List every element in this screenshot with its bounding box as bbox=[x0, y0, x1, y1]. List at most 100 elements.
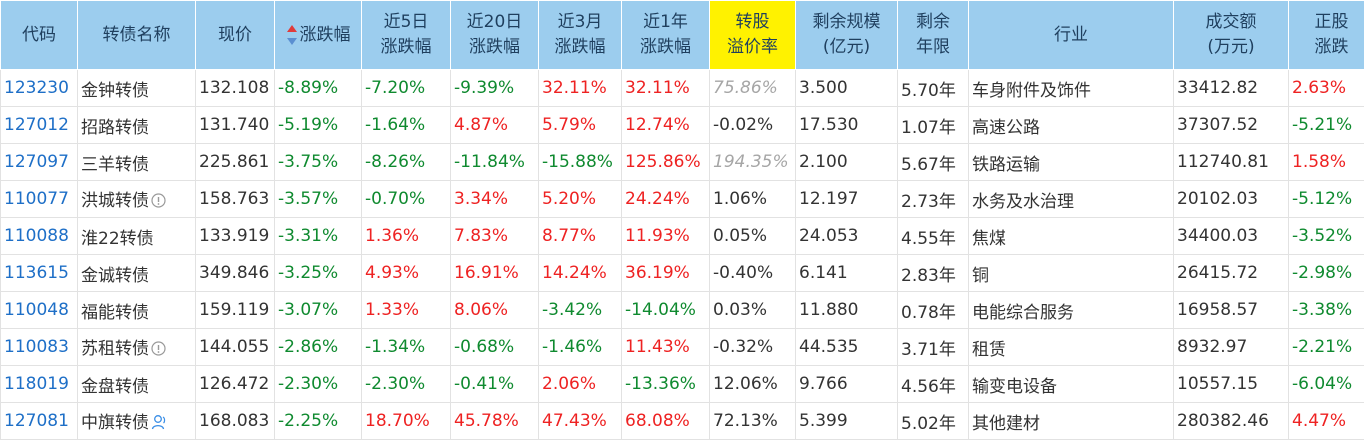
cell-value: 电能综合服务 bbox=[972, 302, 1074, 323]
cell-value: -1.46% bbox=[542, 337, 603, 357]
cell-bond-name[interactable]: 金盘转债 bbox=[77, 365, 196, 403]
cell-stock-change: -2.98% bbox=[1288, 254, 1364, 292]
cell-value: -14.04% bbox=[625, 300, 696, 320]
header-label-line1: 成交额 bbox=[1205, 12, 1257, 32]
cell-bond-name[interactable]: 苏租转债 bbox=[77, 328, 196, 366]
header-bond-name[interactable]: 转债名称 bbox=[77, 0, 196, 70]
bond-code-link[interactable]: 127012 bbox=[4, 115, 69, 135]
header-turnover[interactable]: 成交额 (万元) bbox=[1173, 0, 1289, 70]
header-change[interactable]: 涨跌幅 bbox=[274, 0, 362, 70]
cell-bond-name[interactable]: 金诚转债 bbox=[77, 254, 196, 292]
bond-code-link[interactable]: 110048 bbox=[4, 300, 69, 320]
cell-value: 44.535 bbox=[799, 337, 859, 357]
bond-code-link[interactable]: 127097 bbox=[4, 152, 69, 172]
cell-change-20d: -0.41% bbox=[450, 365, 539, 403]
cell-value: 金钟转债 bbox=[81, 80, 149, 101]
cell-bond-name[interactable]: 招路转债 bbox=[77, 106, 196, 144]
cell-value: -7.20% bbox=[365, 78, 426, 98]
header-label-line2: (万元) bbox=[1207, 37, 1255, 57]
cell-bond-name[interactable]: 洪城转债 bbox=[77, 180, 196, 218]
cell-code[interactable]: 118019 bbox=[0, 365, 78, 403]
cell-value: 福能转债 bbox=[81, 302, 149, 323]
cell-value: 11.880 bbox=[799, 300, 859, 320]
cell-code[interactable]: 113615 bbox=[0, 254, 78, 292]
cell-code[interactable]: 127081 bbox=[0, 402, 78, 440]
cell-bond-name[interactable]: 淮22转债 bbox=[77, 217, 196, 255]
bond-code-link[interactable]: 127081 bbox=[4, 411, 69, 431]
bond-code-link[interactable]: 113615 bbox=[4, 263, 69, 283]
table-row[interactable]: 118019 金盘转债 126.472 -2.30% -2.30% -0.41% 2.06%… bbox=[0, 365, 1364, 403]
header-remaining-years[interactable]: 剩余 年限 bbox=[897, 0, 969, 70]
header-label-line1: 行业 bbox=[1054, 24, 1088, 45]
cell-value: 194.35% bbox=[713, 152, 789, 172]
cell-value: -3.31% bbox=[278, 226, 339, 246]
cell-change-3m: 5.79% bbox=[538, 106, 622, 144]
header-stock-change[interactable]: 正股 涨跌 bbox=[1288, 0, 1364, 70]
cell-code[interactable]: 127097 bbox=[0, 143, 78, 181]
bond-code-link[interactable]: 110077 bbox=[4, 189, 69, 209]
person-icon[interactable] bbox=[151, 414, 167, 435]
cell-value: 6.141 bbox=[799, 263, 848, 283]
bond-code-link[interactable]: 118019 bbox=[4, 374, 69, 394]
table-row[interactable]: 110083 苏租转债 144.055 -2.86% -1.34% -0.68% -1.46… bbox=[0, 328, 1364, 366]
cell-change-1y: 12.74% bbox=[621, 106, 710, 144]
cell-bond-name[interactable]: 三羊转债 bbox=[77, 143, 196, 181]
bond-code-link[interactable]: 110088 bbox=[4, 226, 69, 246]
cell-value: 5.67年 bbox=[901, 154, 956, 175]
cell-remaining-years: 4.55年 bbox=[897, 217, 969, 255]
header-change-1y[interactable]: 近1年 涨跌幅 bbox=[621, 0, 710, 70]
cell-conversion-premium: -0.40% bbox=[709, 254, 796, 292]
info-circle-icon[interactable] bbox=[151, 192, 166, 213]
cell-change-3m: 32.11% bbox=[538, 69, 622, 107]
cell-code[interactable]: 123230 bbox=[0, 69, 78, 107]
bond-code-link[interactable]: 123230 bbox=[4, 78, 69, 98]
header-remaining-scale[interactable]: 剩余规模 (亿元) bbox=[795, 0, 898, 70]
header-price[interactable]: 现价 bbox=[195, 0, 275, 70]
table-row[interactable]: 113615 金诚转债 349.846 -3.25% 4.93% 16.91% 14.24%… bbox=[0, 254, 1364, 292]
cell-change: -2.25% bbox=[274, 402, 362, 440]
table-row[interactable]: 127012 招路转债 131.740 -5.19% -1.64% 4.87% 5.79% 1… bbox=[0, 106, 1364, 144]
cell-change: -2.30% bbox=[274, 365, 362, 403]
cell-change-3m: -3.42% bbox=[538, 291, 622, 329]
cell-change-5d: 18.70% bbox=[361, 402, 451, 440]
cell-value: 125.86% bbox=[625, 152, 701, 172]
header-change-5d[interactable]: 近5日 涨跌幅 bbox=[361, 0, 451, 70]
cell-code[interactable]: 110088 bbox=[0, 217, 78, 255]
table-row[interactable]: 110048 福能转债 159.119 -3.07% 1.33% 8.06% -3.42% -… bbox=[0, 291, 1364, 329]
cell-value: 淮22转债 bbox=[81, 228, 154, 249]
table-row[interactable]: 127097 三羊转债 225.861 -3.75% -8.26% -11.84% -15.… bbox=[0, 143, 1364, 181]
cell-change-20d: 45.78% bbox=[450, 402, 539, 440]
header-conversion-premium[interactable]: 转股 溢价率 bbox=[709, 0, 796, 70]
table-row[interactable]: 110077 洪城转债 158.763 -3.57% -0.70% 3.34% 5.20% 2… bbox=[0, 180, 1364, 218]
header-change-3m[interactable]: 近3月 涨跌幅 bbox=[538, 0, 622, 70]
cell-code[interactable]: 110083 bbox=[0, 328, 78, 366]
cell-value: 12.06% bbox=[713, 374, 778, 394]
cell-value: -2.30% bbox=[365, 374, 426, 394]
cell-bond-name[interactable]: 金钟转债 bbox=[77, 69, 196, 107]
header-change-20d[interactable]: 近20日 涨跌幅 bbox=[450, 0, 539, 70]
cell-industry: 水务及水治理 bbox=[968, 180, 1174, 218]
header-industry[interactable]: 行业 bbox=[968, 0, 1174, 70]
sort-arrows-icon[interactable] bbox=[286, 24, 298, 46]
cell-value: 14.24% bbox=[542, 263, 607, 283]
cell-code[interactable]: 127012 bbox=[0, 106, 78, 144]
cell-code[interactable]: 110077 bbox=[0, 180, 78, 218]
table-row[interactable]: 110088 淮22转债 133.919 -3.31% 1.36% 7.83% 8.77% 1… bbox=[0, 217, 1364, 255]
cell-remaining-scale: 11.880 bbox=[795, 291, 898, 329]
cell-bond-name[interactable]: 福能转债 bbox=[77, 291, 196, 329]
header-label-line1: 涨跌幅 bbox=[299, 24, 351, 45]
table-row[interactable]: 127081 中旗转债 168.083 -2.25% 18.70% 45.78% 47.43… bbox=[0, 402, 1364, 440]
cell-change-1y: 11.43% bbox=[621, 328, 710, 366]
info-circle-icon[interactable] bbox=[151, 340, 166, 361]
cell-code[interactable]: 110048 bbox=[0, 291, 78, 329]
bond-code-link[interactable]: 110083 bbox=[4, 337, 69, 357]
header-code[interactable]: 代码 bbox=[0, 0, 78, 70]
table-row[interactable]: 123230 金钟转债 132.108 -8.89% -7.20% -9.39% 32.11… bbox=[0, 69, 1364, 107]
cell-remaining-years: 5.02年 bbox=[897, 402, 969, 440]
cell-turnover: 34400.03 bbox=[1173, 217, 1289, 255]
cell-industry: 铜 bbox=[968, 254, 1174, 292]
cell-value: 4.87% bbox=[454, 115, 509, 135]
cell-bond-name[interactable]: 中旗转债 bbox=[77, 402, 196, 440]
cell-remaining-years: 0.78年 bbox=[897, 291, 969, 329]
cell-change-1y: 125.86% bbox=[621, 143, 710, 181]
